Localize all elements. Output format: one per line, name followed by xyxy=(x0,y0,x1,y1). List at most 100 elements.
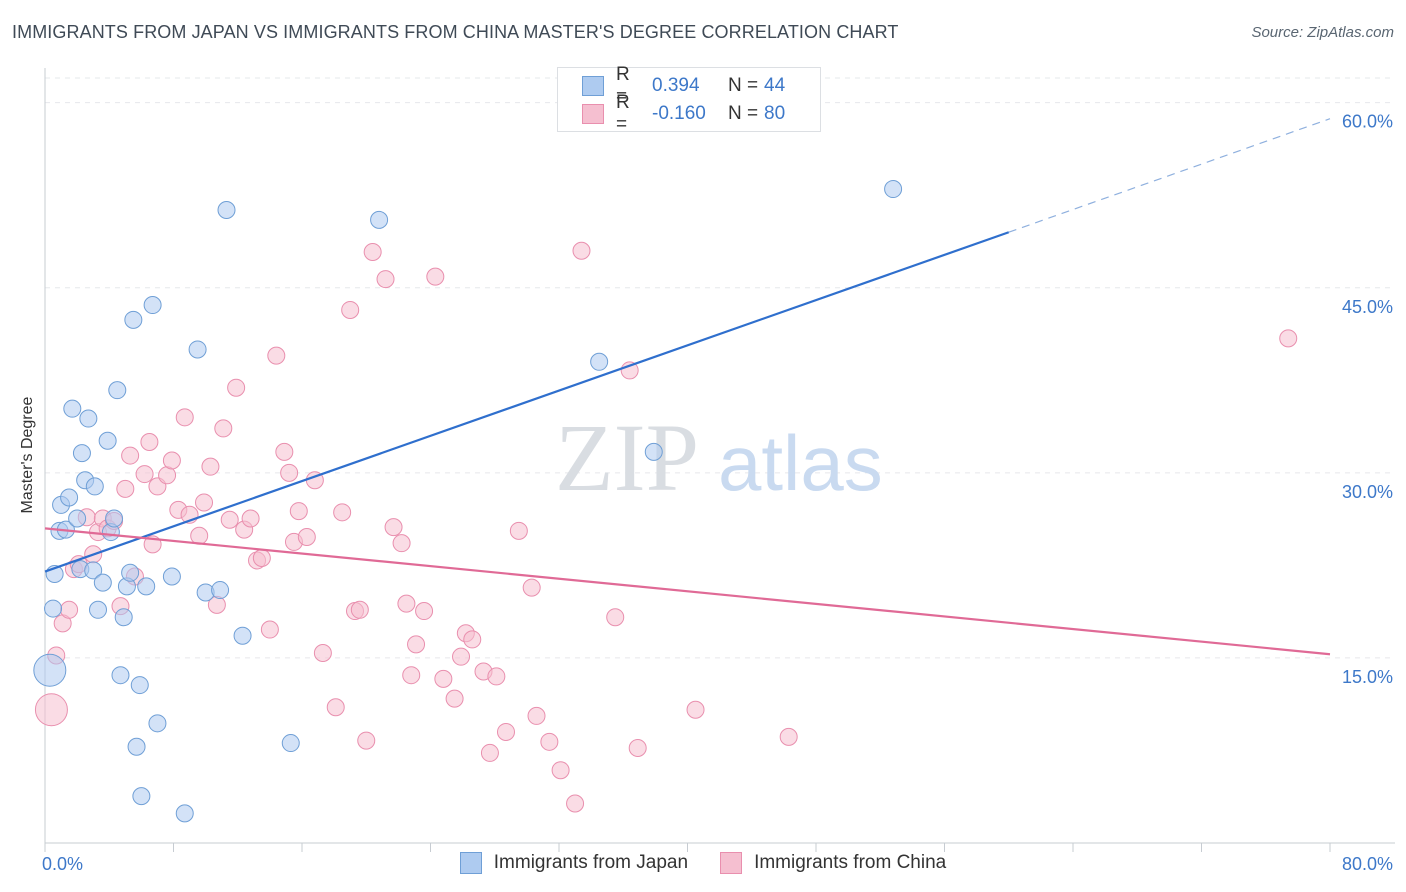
y-tick-label: 30.0% xyxy=(1342,482,1393,502)
watermark-atlas: atlas xyxy=(718,419,883,507)
japan-point xyxy=(127,737,146,756)
japan-point xyxy=(105,509,124,528)
china-point xyxy=(522,578,541,597)
china-point xyxy=(227,378,246,397)
china-point xyxy=(463,630,482,649)
china-point xyxy=(241,509,260,528)
japan-point xyxy=(108,381,127,400)
legend-swatch-japan xyxy=(459,852,482,874)
china-point xyxy=(175,408,194,427)
china-point xyxy=(60,600,79,619)
china-point xyxy=(162,451,181,470)
legend-n-value-china: 80 xyxy=(764,103,786,124)
y-tick-label: 60.0% xyxy=(1342,112,1393,132)
china-point xyxy=(201,457,220,476)
watermark: ZIP atlas xyxy=(555,404,883,511)
trend-lines xyxy=(44,118,1331,656)
china-point xyxy=(34,693,68,727)
legend-n-value-japan: 44 xyxy=(764,75,786,96)
source-label: Source: ZipAtlas.com xyxy=(1251,24,1394,41)
china-point xyxy=(363,242,382,261)
legend-row-japan: R = 0.394 N = 44 xyxy=(582,64,786,107)
japan-point xyxy=(644,442,663,461)
china-point xyxy=(297,528,316,546)
china-point xyxy=(392,534,411,553)
japan-point xyxy=(148,714,167,733)
trend-line-china xyxy=(44,527,1331,656)
chart-title: IMMIGRANTS FROM JAPAN VS IMMIGRANTS FROM… xyxy=(12,22,899,42)
china-point xyxy=(527,706,546,725)
japan-point xyxy=(85,477,104,496)
japan-point xyxy=(281,734,300,753)
legend-n-label: N = xyxy=(728,103,759,124)
japan-point xyxy=(68,509,87,528)
legend-r-value-china: -0.160 xyxy=(652,103,706,124)
china-point xyxy=(397,594,416,613)
china-point xyxy=(357,731,376,750)
japan-point xyxy=(33,653,67,687)
japan-point xyxy=(370,210,389,229)
japan-point xyxy=(124,310,143,329)
legend-r-label: R = xyxy=(616,64,630,107)
china-point xyxy=(452,647,471,666)
legend-r-label: R = xyxy=(616,92,630,135)
series-china-points xyxy=(34,241,1298,813)
japan-point xyxy=(89,600,108,619)
japan-point xyxy=(114,608,133,627)
china-point xyxy=(540,732,559,751)
china-point xyxy=(487,667,506,686)
china-point xyxy=(402,666,421,685)
legend-swatch-china xyxy=(582,104,604,124)
japan-point xyxy=(63,399,82,418)
y-tick-label: 45.0% xyxy=(1342,297,1393,317)
legend-item-japan[interactable]: Immigrants from Japan xyxy=(459,852,689,874)
china-point xyxy=(280,463,299,482)
legend-n-label: N = xyxy=(728,75,759,96)
legend-row-china: R = -0.160 N = 80 xyxy=(582,92,786,135)
legend-item-china[interactable]: Immigrants from China xyxy=(720,852,946,874)
china-point xyxy=(313,643,332,662)
y-tick-label: 15.0% xyxy=(1342,667,1393,687)
japan-point xyxy=(98,431,117,450)
japan-point xyxy=(84,561,103,580)
china-point xyxy=(1279,329,1298,348)
china-point xyxy=(566,794,585,813)
tick-labels: 15.0% 30.0% 45.0% 60.0% 0.0% 80.0% xyxy=(42,112,1393,874)
china-point xyxy=(572,241,591,260)
japan-point xyxy=(137,577,156,596)
japan-point xyxy=(211,581,230,600)
watermark-zip: ZIP xyxy=(555,404,699,511)
japan-point xyxy=(121,563,140,582)
grid-lines xyxy=(45,77,1395,659)
japan-point xyxy=(111,666,130,685)
japan-point xyxy=(132,787,151,806)
china-point xyxy=(252,548,271,567)
japan-point xyxy=(162,567,181,586)
china-point xyxy=(628,738,647,757)
japan-point xyxy=(590,352,609,371)
legend-swatch-japan xyxy=(582,76,604,96)
china-point xyxy=(267,346,286,365)
china-point xyxy=(135,465,154,484)
china-point xyxy=(415,602,434,621)
china-point xyxy=(326,698,345,717)
x-tick-label-max: 80.0% xyxy=(1342,854,1393,874)
japan-point xyxy=(60,488,79,507)
trend-line-japan-extension xyxy=(1008,118,1331,233)
legend-label-japan: Immigrants from Japan xyxy=(493,852,689,873)
japan-point xyxy=(884,180,903,199)
china-point xyxy=(341,300,360,319)
china-point xyxy=(275,442,294,461)
japan-point xyxy=(217,201,236,220)
trend-line-japan xyxy=(44,231,1010,573)
china-point xyxy=(289,502,308,521)
china-point xyxy=(376,270,395,289)
china-point xyxy=(686,700,705,719)
china-point xyxy=(445,689,464,708)
china-point xyxy=(116,479,135,498)
legend-series: Immigrants from Japan Immigrants from Ch… xyxy=(0,852,1406,874)
japan-point xyxy=(44,599,63,618)
china-point xyxy=(480,743,499,762)
japan-point xyxy=(93,573,112,592)
